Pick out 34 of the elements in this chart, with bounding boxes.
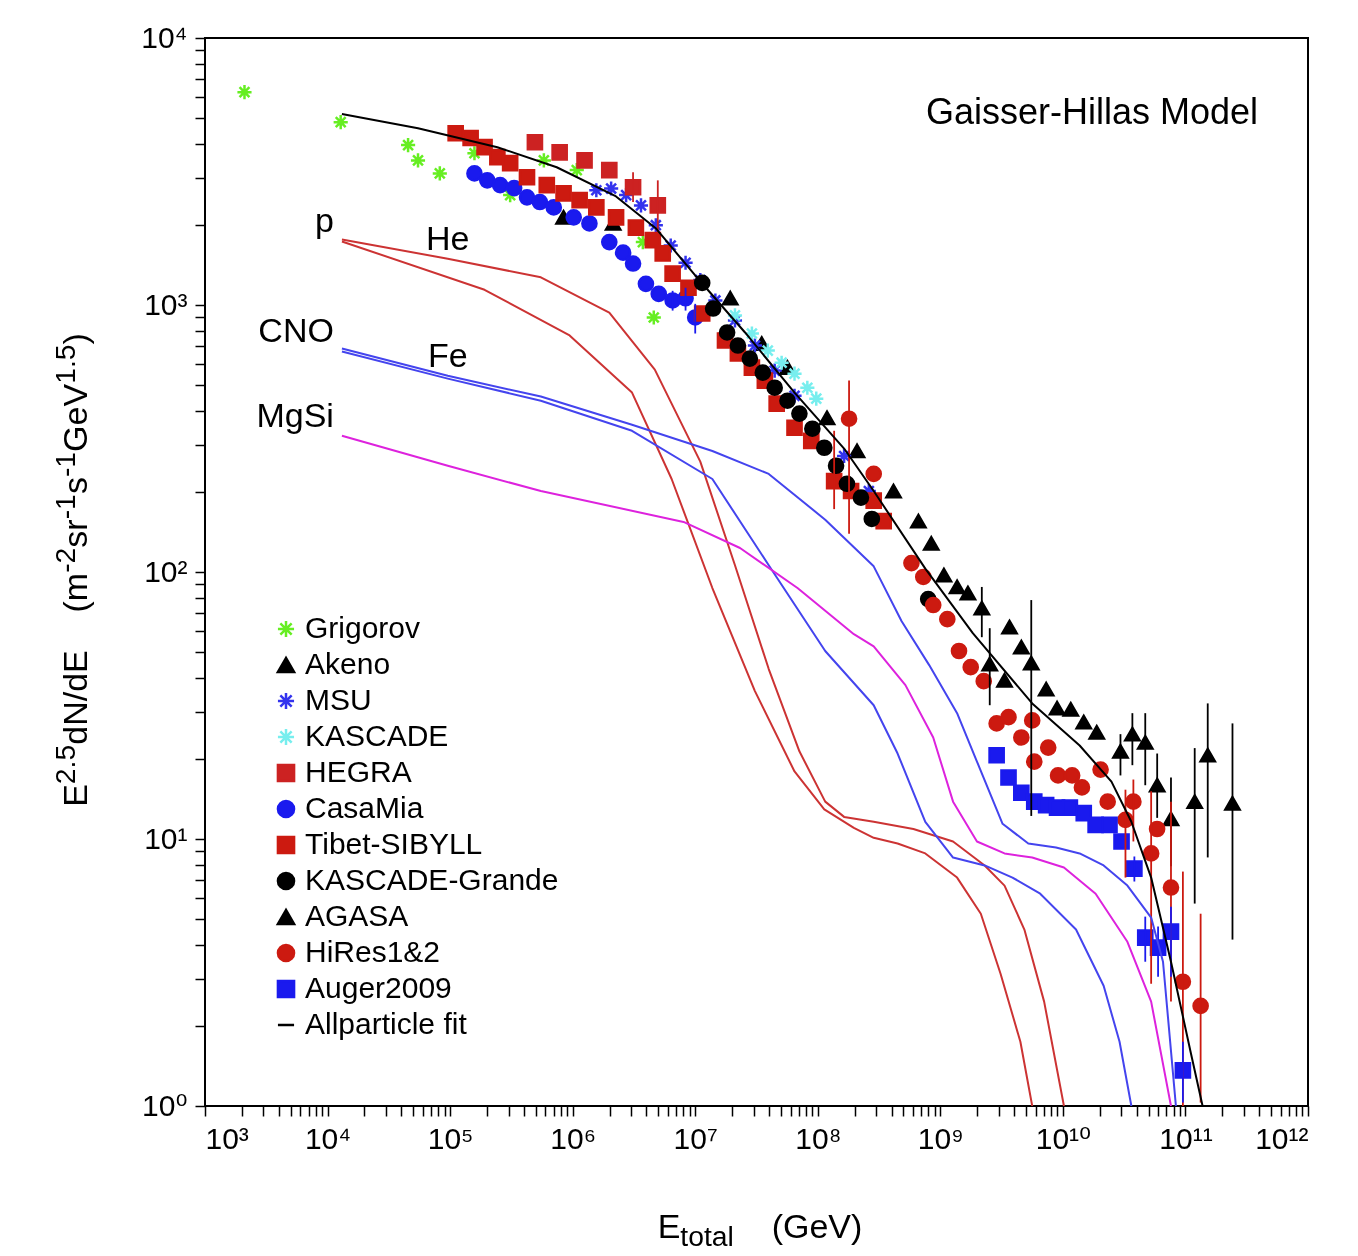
x-tick-label: 10¹² xyxy=(1255,1121,1309,1155)
legend-label: Akeno xyxy=(305,647,391,680)
x-tick-label: 10⁵ xyxy=(427,1121,474,1155)
x-tick-label: 10³ xyxy=(205,1121,249,1155)
legend-label: MSU xyxy=(305,683,372,716)
x-tick-label: 10¹¹ xyxy=(1159,1121,1213,1155)
series-label: Fe xyxy=(427,335,468,374)
series-label: p xyxy=(315,201,334,240)
legend-label: Tibet-SIBYLL xyxy=(305,827,483,860)
x-tick-label: 10⁹ xyxy=(917,1121,964,1155)
text: E$_{total}$ (GeV) xyxy=(657,1207,863,1252)
x-tick-label: 10⁷ xyxy=(673,1121,718,1155)
legend-label: HiRes1&2 xyxy=(305,935,441,968)
series-label: MgSi xyxy=(256,395,334,434)
legend-label: CasaMia xyxy=(305,791,424,824)
annotation: Gaisser-Hillas Model xyxy=(925,91,1258,132)
y-tick-label: 10⁰ xyxy=(142,1088,188,1122)
y-tick-label: 10¹ xyxy=(144,821,188,855)
y-tick-label: 10³ xyxy=(144,287,188,321)
legend-label: KASCADE xyxy=(305,719,449,752)
x-tick-label: 10¹⁰ xyxy=(1035,1121,1092,1155)
legend-label: Grigorov xyxy=(305,611,421,644)
series-label: CNO xyxy=(258,311,334,350)
x-tick-label: 10⁶ xyxy=(550,1121,597,1155)
legend-label: Allparticle fit xyxy=(305,1007,468,1040)
x-tick-label: 10⁸ xyxy=(795,1121,842,1155)
y-tick-label: 10² xyxy=(144,554,188,588)
legend-label: Auger2009 xyxy=(305,971,452,1004)
legend-label: HEGRA xyxy=(305,755,412,788)
legend-label: AGASA xyxy=(305,899,409,932)
y-tick-label: 10⁴ xyxy=(141,20,188,54)
legend-label: KASCADE-Grande xyxy=(305,863,559,896)
series-label: He xyxy=(426,218,470,257)
x-tick-label: 10⁴ xyxy=(304,1121,352,1155)
